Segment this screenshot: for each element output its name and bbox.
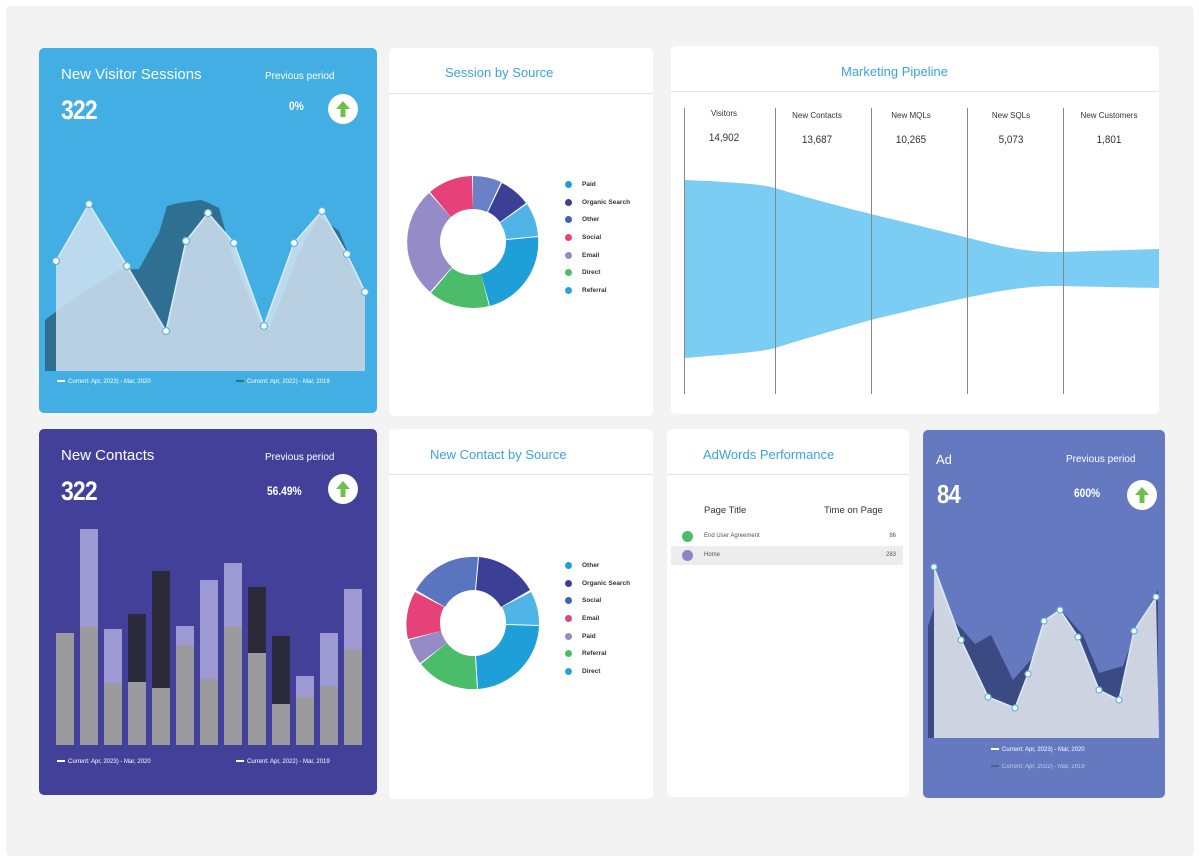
pipeline-stage: Visitors 14,902 [708, 109, 740, 144]
row-color-dot [682, 531, 693, 542]
row-page-title: Home [704, 552, 721, 558]
new-contacts-bar-chart [56, 529, 362, 745]
legend-item[interactable]: Social [565, 592, 630, 610]
table-row[interactable]: End User Agreement 86 [671, 527, 903, 546]
new-contact-by-source-card[interactable]: New Contact by Source Other Organic Sear… [389, 429, 653, 799]
stage-separator [1063, 108, 1064, 394]
row-color-dot [682, 550, 693, 561]
new-contacts-title: New Contacts [61, 447, 155, 464]
legend-item[interactable]: Referral [565, 645, 630, 663]
data-points [51, 199, 370, 336]
pipeline-stage: New MQLs 10,265 [891, 111, 931, 146]
session-source-legend: Paid Organic Search Other Social Email D… [565, 176, 630, 299]
current-period-line [55, 202, 366, 333]
legend-item[interactable]: Direct [565, 663, 630, 681]
data-points [930, 563, 1160, 712]
title-divider [389, 474, 653, 475]
legend-previous: Current: Apr, 2022) - Mar, 2019 [236, 379, 330, 385]
ad-area-chart [928, 563, 1160, 738]
session-by-source-title: Session by Source [445, 65, 554, 80]
ad-value: 84 [937, 479, 961, 509]
visitor-sessions-card[interactable]: New Visitor Sessions 322 Previous period… [39, 48, 377, 413]
legend-item[interactable]: Email [565, 610, 630, 628]
trend-up-button[interactable] [328, 474, 358, 504]
ad-card[interactable]: Ad 84 Previous period 600% Current: Apr,… [923, 430, 1165, 798]
legend-previous: Current: Apr, 2022) - Mar, 2019 [991, 764, 1085, 770]
visitor-sessions-value: 322 [61, 95, 98, 125]
legend-current: Current: Apr, 2023) - Mar, 2020 [991, 747, 1085, 753]
current-period-line [933, 566, 1157, 709]
legend-previous: Current: Apr, 2022) - Mar, 2019 [236, 759, 330, 765]
previous-period-label: Previous period [1066, 454, 1136, 465]
table-row[interactable]: Home 283 [671, 546, 903, 565]
session-by-source-donut [407, 175, 539, 308]
pipeline-funnel [685, 180, 1159, 358]
visitor-sessions-title: New Visitor Sessions [61, 66, 202, 83]
stage-separator [967, 108, 968, 394]
legend-item[interactable]: Email [565, 246, 630, 264]
contact-source-legend: Other Organic Search Social Email Paid R… [565, 557, 630, 680]
legend-item[interactable]: Organic Search [565, 575, 630, 593]
row-time-value: 283 [885, 552, 896, 558]
row-page-title: End User Agreement [704, 533, 760, 539]
legend-item[interactable]: Referral [565, 282, 630, 300]
arrow-up-icon [336, 481, 350, 497]
trend-up-button[interactable] [1127, 480, 1157, 510]
pipeline-stage: New Customers 1,801 [1080, 111, 1138, 146]
column-page-title[interactable]: Page Title [704, 505, 747, 516]
new-contact-by-source-title: New Contact by Source [430, 447, 567, 462]
current-period-area [934, 567, 1159, 738]
previous-period-value: 600% [1074, 486, 1101, 500]
legend-item[interactable]: Direct [565, 264, 630, 282]
column-time-on-page[interactable]: Time on Page [824, 505, 883, 516]
new-contacts-value: 322 [61, 476, 98, 506]
title-divider [389, 93, 653, 94]
visitor-sessions-area-chart [45, 199, 370, 371]
previous-period-label: Previous period [265, 452, 335, 463]
arrow-up-icon [1135, 487, 1149, 503]
adwords-performance-title: AdWords Performance [703, 447, 835, 462]
legend-current: Current: Apr, 2023) - Mar, 2020 [57, 379, 151, 385]
legend-item[interactable]: Other [565, 557, 630, 575]
new-contacts-card[interactable]: New Contacts 322 Previous period 56.49% … [39, 429, 377, 795]
previous-period-value: 56.49% [267, 484, 302, 498]
marketing-pipeline-title: Marketing Pipeline [841, 64, 948, 79]
legend-item[interactable]: Social [565, 229, 630, 247]
stage-separator [684, 108, 685, 394]
legend-item[interactable]: Other [565, 211, 630, 229]
previous-period-label: Previous period [265, 71, 335, 82]
pipeline-stage: New SQLs 5,073 [991, 111, 1031, 146]
current-period-bars [56, 627, 362, 745]
stage-separator [871, 108, 872, 394]
previous-period-bars [80, 529, 362, 745]
title-divider [667, 474, 909, 475]
stage-separator [775, 108, 776, 394]
ad-title: Ad [936, 452, 952, 467]
row-time-value: 86 [889, 533, 896, 539]
title-divider [671, 91, 1159, 92]
marketing-pipeline-card[interactable]: Marketing Pipeline Visitors 14,902 New Co… [671, 46, 1159, 414]
legend-item[interactable]: Organic Search [565, 194, 630, 212]
previous-period-value: 0% [289, 99, 304, 113]
session-by-source-card[interactable]: Session by Source Paid Organic Search Ot… [389, 48, 653, 416]
new-contact-by-source-donut [406, 556, 540, 690]
arrow-up-icon [336, 101, 350, 117]
legend-item[interactable]: Paid [565, 627, 630, 645]
current-period-area [56, 204, 365, 371]
legend-item[interactable]: Paid [565, 176, 630, 194]
adwords-performance-card[interactable]: AdWords Performance Page Title Time on P… [667, 429, 909, 797]
pipeline-stage: New Contacts 13,687 [792, 111, 842, 146]
legend-current: Current: Apr, 2023) - Mar, 2020 [57, 759, 151, 765]
trend-up-button[interactable] [328, 94, 358, 124]
